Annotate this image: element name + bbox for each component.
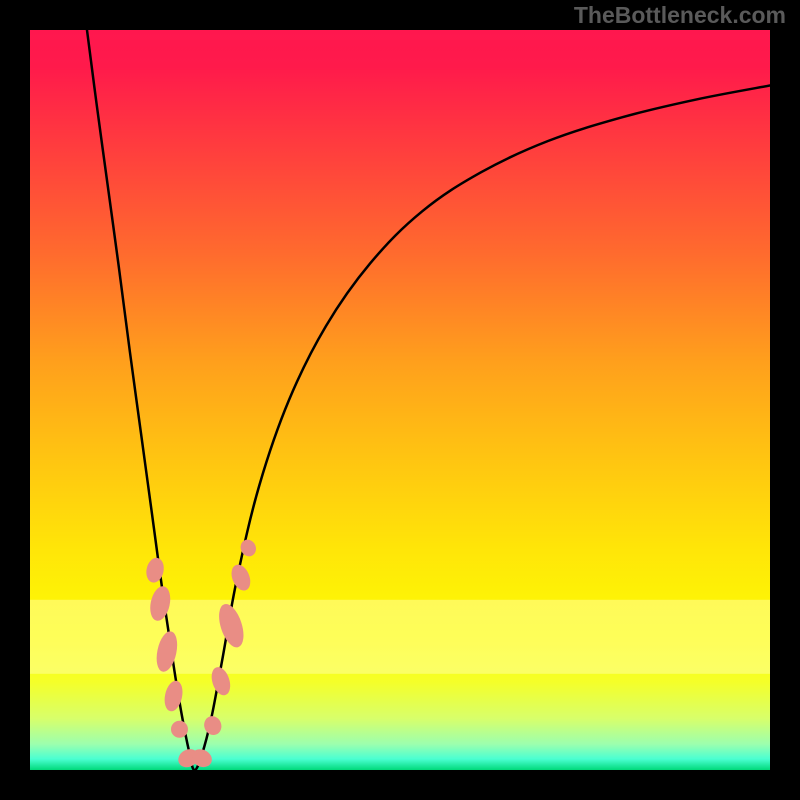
pale-band (30, 600, 770, 674)
chart-frame: TheBottleneck.com (0, 0, 800, 800)
plot-area (30, 30, 770, 770)
marker-bead (171, 721, 187, 737)
watermark-text: TheBottleneck.com (574, 2, 786, 29)
